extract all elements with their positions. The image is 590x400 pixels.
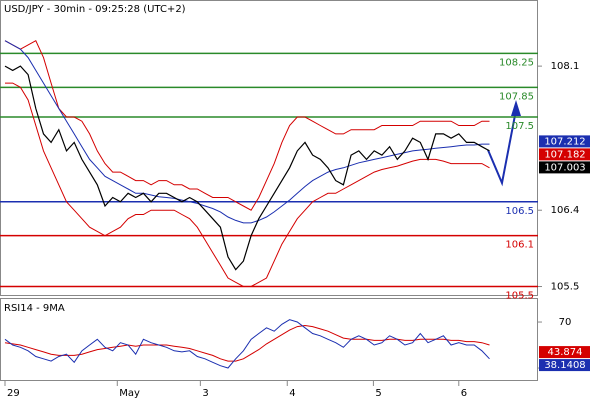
price-marker-label: 107.212: [544, 136, 585, 147]
x-tick-label: 3: [202, 388, 208, 399]
level-label: 105.5: [505, 291, 534, 302]
chart-title: USD/JPY - 30min - 09:25:28 (UTC+2): [4, 4, 186, 15]
price-panel: [0, 0, 538, 296]
x-tick-label: 4: [289, 388, 295, 399]
rsi-title: RSI14 - 9MA: [4, 303, 65, 314]
series-line: [4, 40, 490, 224]
level-label: 106.5: [505, 206, 534, 217]
price-marker: [539, 135, 590, 148]
price-marker: [539, 359, 590, 372]
x-tick-label: 6: [461, 388, 467, 399]
price-marker-label: 107.182: [544, 149, 585, 160]
level-label: 107.85: [499, 91, 534, 102]
x-tick-label: May: [119, 388, 140, 399]
y-tick-label: 70: [559, 317, 572, 328]
level-label: 107.5: [505, 121, 534, 132]
price-marker-label: 43.874: [548, 347, 583, 358]
price-marker-label: 38.1408: [544, 360, 585, 371]
series-line: [4, 65, 490, 271]
y-tick-label: 105.5: [551, 282, 580, 293]
level-label: 106.1: [505, 240, 534, 251]
rsi-panel: [0, 298, 538, 381]
price-marker: [539, 148, 590, 161]
y-tick-label: 106.4: [551, 205, 580, 216]
series-line: [4, 319, 490, 369]
y-tick-label: 108.1: [551, 61, 580, 72]
level-label: 108.25: [499, 57, 534, 68]
price-marker-label: 107.003: [544, 162, 585, 173]
price-marker: [539, 161, 590, 174]
price-marker: [539, 346, 590, 359]
series-line: [5, 82, 490, 287]
x-tick-label: 5: [375, 388, 381, 399]
projection-arrow: [487, 100, 521, 187]
x-tick-label: 29: [7, 388, 20, 399]
series-line: [4, 324, 490, 362]
series-line: [4, 40, 490, 211]
